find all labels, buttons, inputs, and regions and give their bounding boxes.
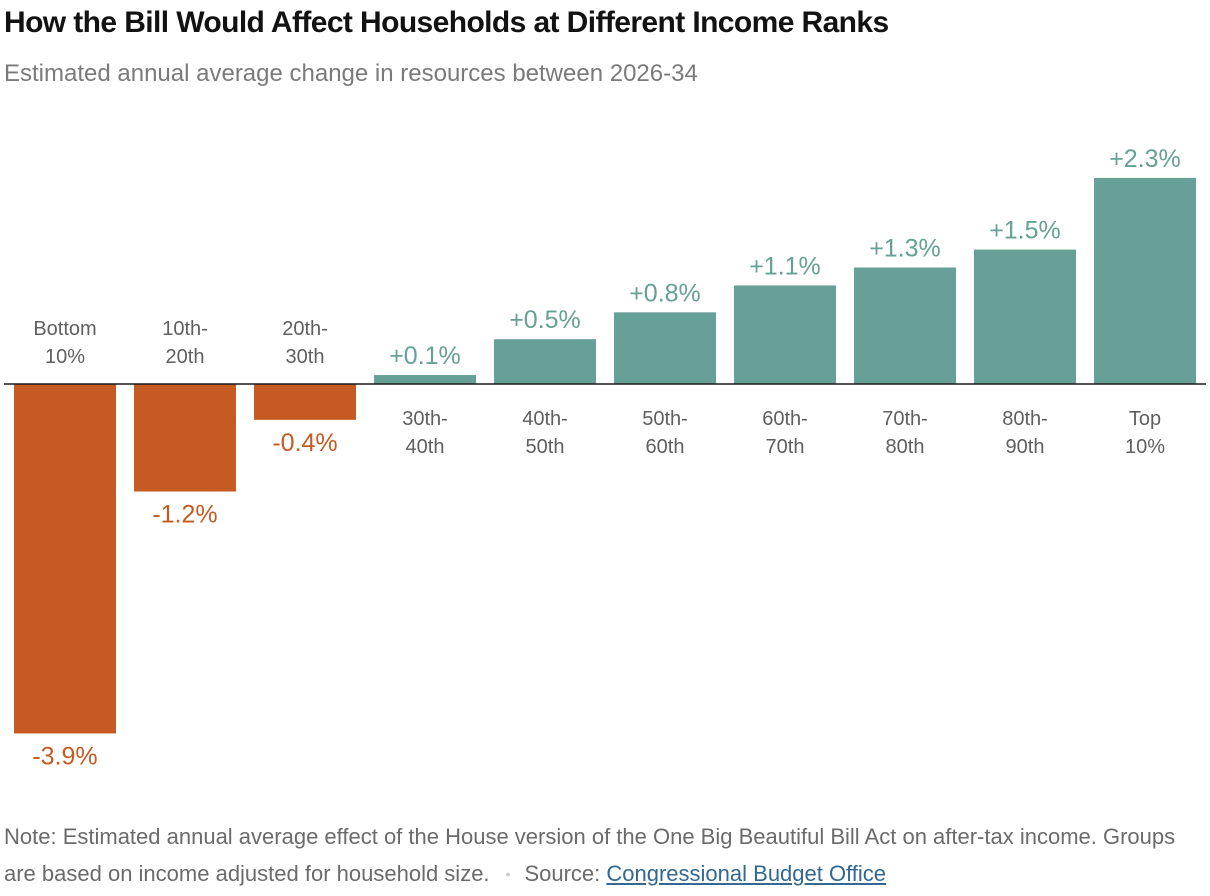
category-label-6-line-2: 60th — [646, 436, 685, 458]
category-label-3-line-2: 30th — [286, 346, 325, 368]
value-label-2: -1.2% — [152, 501, 217, 529]
source-link[interactable]: Congressional Budget Office — [606, 861, 887, 886]
category-label-8-line-2: 80th — [886, 436, 925, 458]
value-label-5: +0.5% — [509, 306, 581, 334]
bar-3 — [254, 384, 356, 420]
category-label-6-line-1: 50th- — [642, 408, 688, 430]
value-label-3: -0.4% — [272, 429, 337, 457]
category-label-4-line-2: 40th — [406, 436, 445, 458]
category-label-4-line-1: 30th- — [402, 408, 448, 430]
category-label-1-line-1: Bottom — [33, 318, 96, 340]
category-label-10-line-2: 10% — [1125, 436, 1165, 458]
separator-dot: • — [505, 866, 511, 882]
footnote: Note: Estimated annual average effect of… — [4, 818, 1204, 893]
bar-2 — [134, 384, 236, 492]
chart-title: How the Bill Would Affect Households at … — [4, 6, 889, 39]
category-label-8-line-1: 70th- — [882, 408, 928, 430]
value-label-7: +1.1% — [749, 252, 821, 280]
category-label-5-line-1: 40th- — [522, 408, 568, 430]
bar-7 — [734, 285, 836, 384]
value-label-4: +0.1% — [389, 342, 461, 370]
bar-8 — [854, 267, 956, 384]
category-label-10-line-1: Top — [1129, 408, 1161, 430]
category-label-7-line-1: 60th- — [762, 408, 808, 430]
value-label-9: +1.5% — [989, 217, 1061, 245]
category-label-3-line-1: 20th- — [282, 318, 328, 340]
bar-5 — [494, 339, 596, 384]
chart-subtitle: Estimated annual average change in resou… — [4, 60, 698, 87]
value-label-8: +1.3% — [869, 235, 941, 263]
bar-chart: -3.9% Bottom 10% -1.2% 10th- 20th -0.4% 20th- 30… — [4, 145, 1206, 770]
category-label-2-line-2: 20th — [166, 346, 205, 368]
bar-1 — [14, 384, 116, 734]
category-label-7-line-2: 70th — [766, 436, 805, 458]
category-label-1-line-2: 10% — [45, 346, 85, 368]
value-label-1: -3.9% — [32, 742, 97, 770]
value-label-6: +0.8% — [629, 279, 701, 307]
bar-9 — [974, 249, 1076, 384]
bar-6 — [614, 312, 716, 384]
category-label-9-line-2: 90th — [1006, 436, 1045, 458]
note-text: Note: Estimated annual average effect of… — [4, 824, 1176, 886]
category-label-2-line-1: 10th- — [162, 318, 208, 340]
bar-4 — [374, 375, 476, 384]
bar-10 — [1094, 177, 1196, 384]
source-label: Source: — [524, 861, 607, 886]
category-label-5-line-2: 50th — [526, 436, 565, 458]
category-label-9-line-1: 80th- — [1002, 408, 1048, 430]
value-label-10: +2.3% — [1109, 145, 1181, 173]
